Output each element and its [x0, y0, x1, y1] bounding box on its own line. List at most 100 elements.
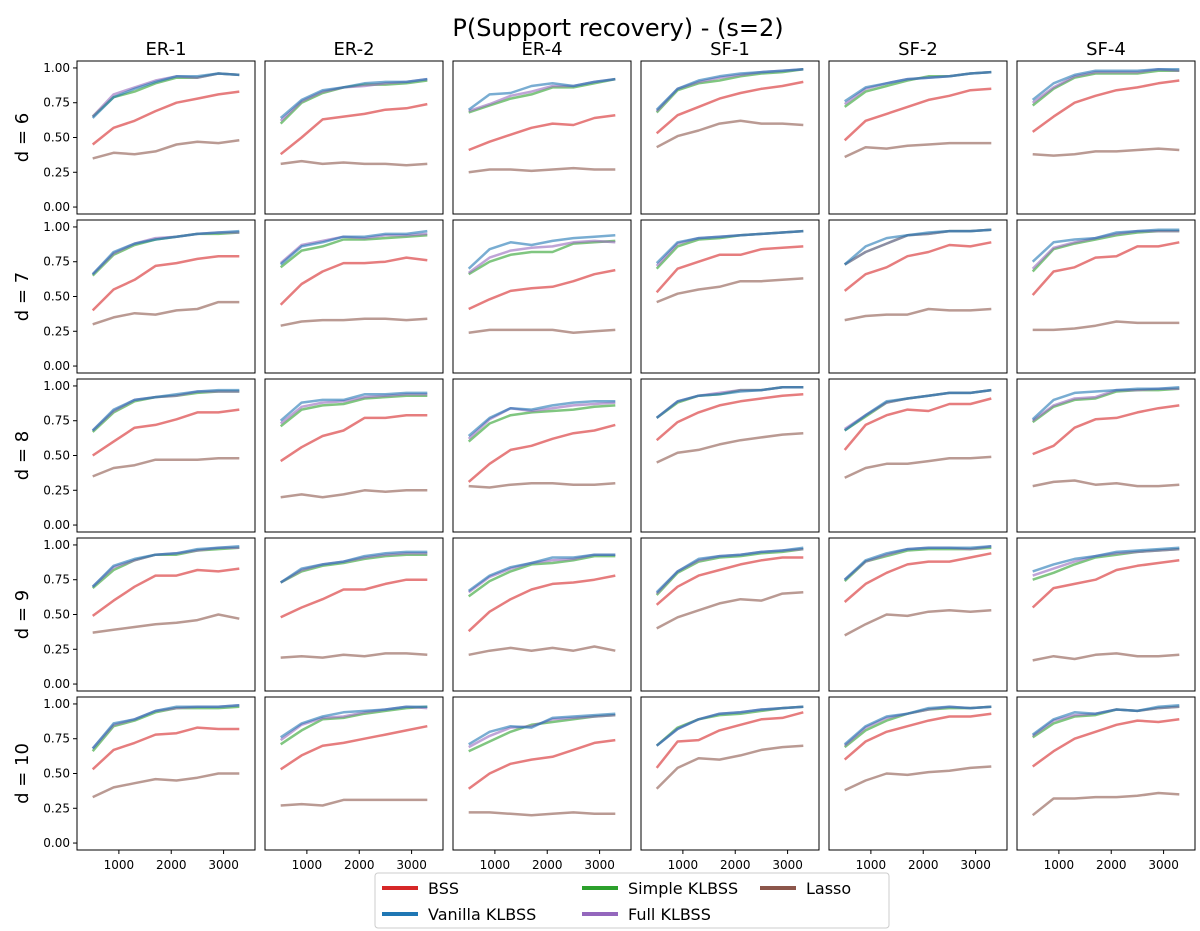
- legend: BSS Vanilla KLBSS Simple KLBSS Full KLBSS La…: [374, 872, 890, 929]
- series-line-vanilla-klbss: [655, 386, 804, 419]
- y-tick-label: 0.25: [43, 324, 70, 338]
- panel-d-10-sf-4: 1000 2000 3000: [1016, 696, 1196, 872]
- panel-d-9-er-1: 0.00 0.25 0.50 0.75 1.00: [43, 537, 256, 692]
- series-line-lasso: [1032, 320, 1180, 332]
- y-tick-label: 1.00: [43, 538, 70, 552]
- series-line-simple-klbss: [468, 239, 616, 276]
- series-line-bss: [92, 408, 240, 457]
- series-line-vanilla-klbss: [279, 391, 428, 422]
- series-line-vanilla-klbss: [843, 705, 992, 746]
- series-line-vanilla-klbss: [1032, 546, 1180, 573]
- series-line-vanilla-klbss: [467, 553, 616, 592]
- series-line-simple-klbss: [280, 553, 428, 584]
- y-tick-label: 0.25: [43, 801, 70, 815]
- series-line-bss: [1031, 718, 1180, 768]
- series-line-lasso: [1032, 479, 1180, 488]
- y-tick-label: 0.50: [43, 608, 70, 622]
- panel-frame: [76, 219, 256, 374]
- x-tick-label: 1000: [668, 858, 699, 872]
- row-label-d-10: d = 10: [12, 743, 33, 804]
- panel-d-8-sf-4: [1016, 378, 1196, 533]
- series-line-lasso: [468, 166, 616, 174]
- series-line-lasso: [280, 317, 428, 327]
- legend-label-simple-klbss: Simple KLBSS: [628, 879, 738, 898]
- x-tick-label: 2000: [908, 858, 939, 872]
- y-tick-label: 1.00: [43, 379, 70, 393]
- series-line-simple-klbss: [468, 713, 616, 753]
- series-line-vanilla-klbss: [280, 705, 428, 739]
- panel-d-7-sf-1: [640, 219, 820, 374]
- series-line-lasso: [656, 431, 804, 464]
- series-line-vanilla-klbss: [1031, 704, 1180, 736]
- y-tick-label: 0.00: [43, 200, 70, 214]
- panel-frame: [452, 696, 632, 851]
- series-line-bss: [1031, 79, 1180, 133]
- series-line-vanilla-klbss: [655, 68, 804, 111]
- panel-d-6-er-4: [452, 60, 632, 215]
- panel-d-10-sf-2: 1000 2000 3000: [828, 696, 1008, 872]
- y-tick-label: 0.75: [43, 573, 70, 587]
- panel-d-7-er-4: [452, 219, 632, 374]
- series-line-bss: [280, 724, 428, 771]
- series-line-lasso: [468, 811, 616, 817]
- panel-frame: [828, 696, 1008, 851]
- legend-label-vanilla-klbss: Vanilla KLBSS: [428, 905, 536, 924]
- panel-frame: [1016, 60, 1196, 215]
- y-tick-label: 0.75: [43, 732, 70, 746]
- series-line-bss: [843, 87, 992, 142]
- panel-frame: [828, 60, 1008, 215]
- panel-frame: [264, 696, 444, 851]
- series-line-bss: [468, 113, 616, 152]
- row-label-d-9: d = 9: [12, 590, 33, 639]
- series-line-vanilla-klbss: [655, 705, 804, 747]
- series-line-bss: [467, 574, 616, 633]
- panel-frame: [640, 378, 820, 533]
- x-tick-label: 3000: [960, 858, 991, 872]
- x-tick-label: 2000: [720, 858, 751, 872]
- legend-label-lasso: Lasso: [806, 879, 851, 898]
- series-line-vanilla-klbss: [843, 388, 992, 432]
- panel-d-10-er-2: 1000 2000 3000: [264, 696, 444, 872]
- row-label-d-7: d = 7: [12, 272, 33, 321]
- panel-d-8-sf-2: [828, 378, 1008, 533]
- y-tick-label: 0.50: [43, 767, 70, 781]
- series-line-vanilla-klbss: [91, 704, 240, 750]
- series-line-lasso: [468, 482, 616, 489]
- series-line-lasso: [655, 744, 804, 790]
- series-line-simple-klbss: [467, 404, 616, 443]
- y-tick-label: 0.75: [43, 255, 70, 269]
- y-tick-label: 0.50: [43, 131, 70, 145]
- series-line-bss: [91, 567, 240, 617]
- y-tick-label: 1.00: [43, 220, 70, 234]
- series-line-lasso: [1032, 652, 1180, 662]
- y-tick-label: 1.00: [43, 61, 70, 75]
- panel-frame: [264, 60, 444, 215]
- panel-d-6-sf-2: [828, 60, 1008, 215]
- series-line-bss: [1032, 404, 1180, 456]
- series-line-simple-klbss: [655, 68, 804, 114]
- row-labels: d = 6 d = 7 d = 8 d = 9 d = 10: [12, 113, 33, 804]
- panel-grid: 0.00 0.25 0.50 0.75 1.00 0.00 0.25 0.50 0.75 1.00…: [43, 60, 1196, 872]
- row-label-d-8: d = 8: [12, 431, 33, 480]
- panel-d-7-er-2: [264, 219, 444, 374]
- series-line-full-klbss: [1031, 387, 1180, 422]
- series-line-bss: [1031, 559, 1180, 609]
- series-line-vanilla-klbss: [91, 229, 240, 276]
- x-tick-label: 1000: [104, 858, 135, 872]
- panel-frame: [76, 537, 256, 692]
- panel-d-9-sf-1: [640, 537, 820, 692]
- y-tick-label: 0.00: [43, 518, 70, 532]
- series-line-lasso: [1032, 147, 1180, 157]
- series-line-vanilla-klbss: [467, 234, 616, 270]
- panel-d-6-er-2: [264, 60, 444, 215]
- panel-d-10-sf-1: 1000 2000 3000: [640, 696, 820, 872]
- panel-d-10-er-1: 0.00 0.25 0.50 0.75 1.00 1000 2000 3000: [43, 696, 256, 872]
- x-tick-label: 1000: [1044, 858, 1075, 872]
- series-line-lasso: [656, 119, 804, 149]
- panel-frame: [76, 60, 256, 215]
- series-line-bss: [280, 413, 428, 463]
- series-line-lasso: [280, 798, 428, 807]
- series-line-vanilla-klbss: [843, 545, 992, 581]
- series-line-lasso: [844, 609, 992, 637]
